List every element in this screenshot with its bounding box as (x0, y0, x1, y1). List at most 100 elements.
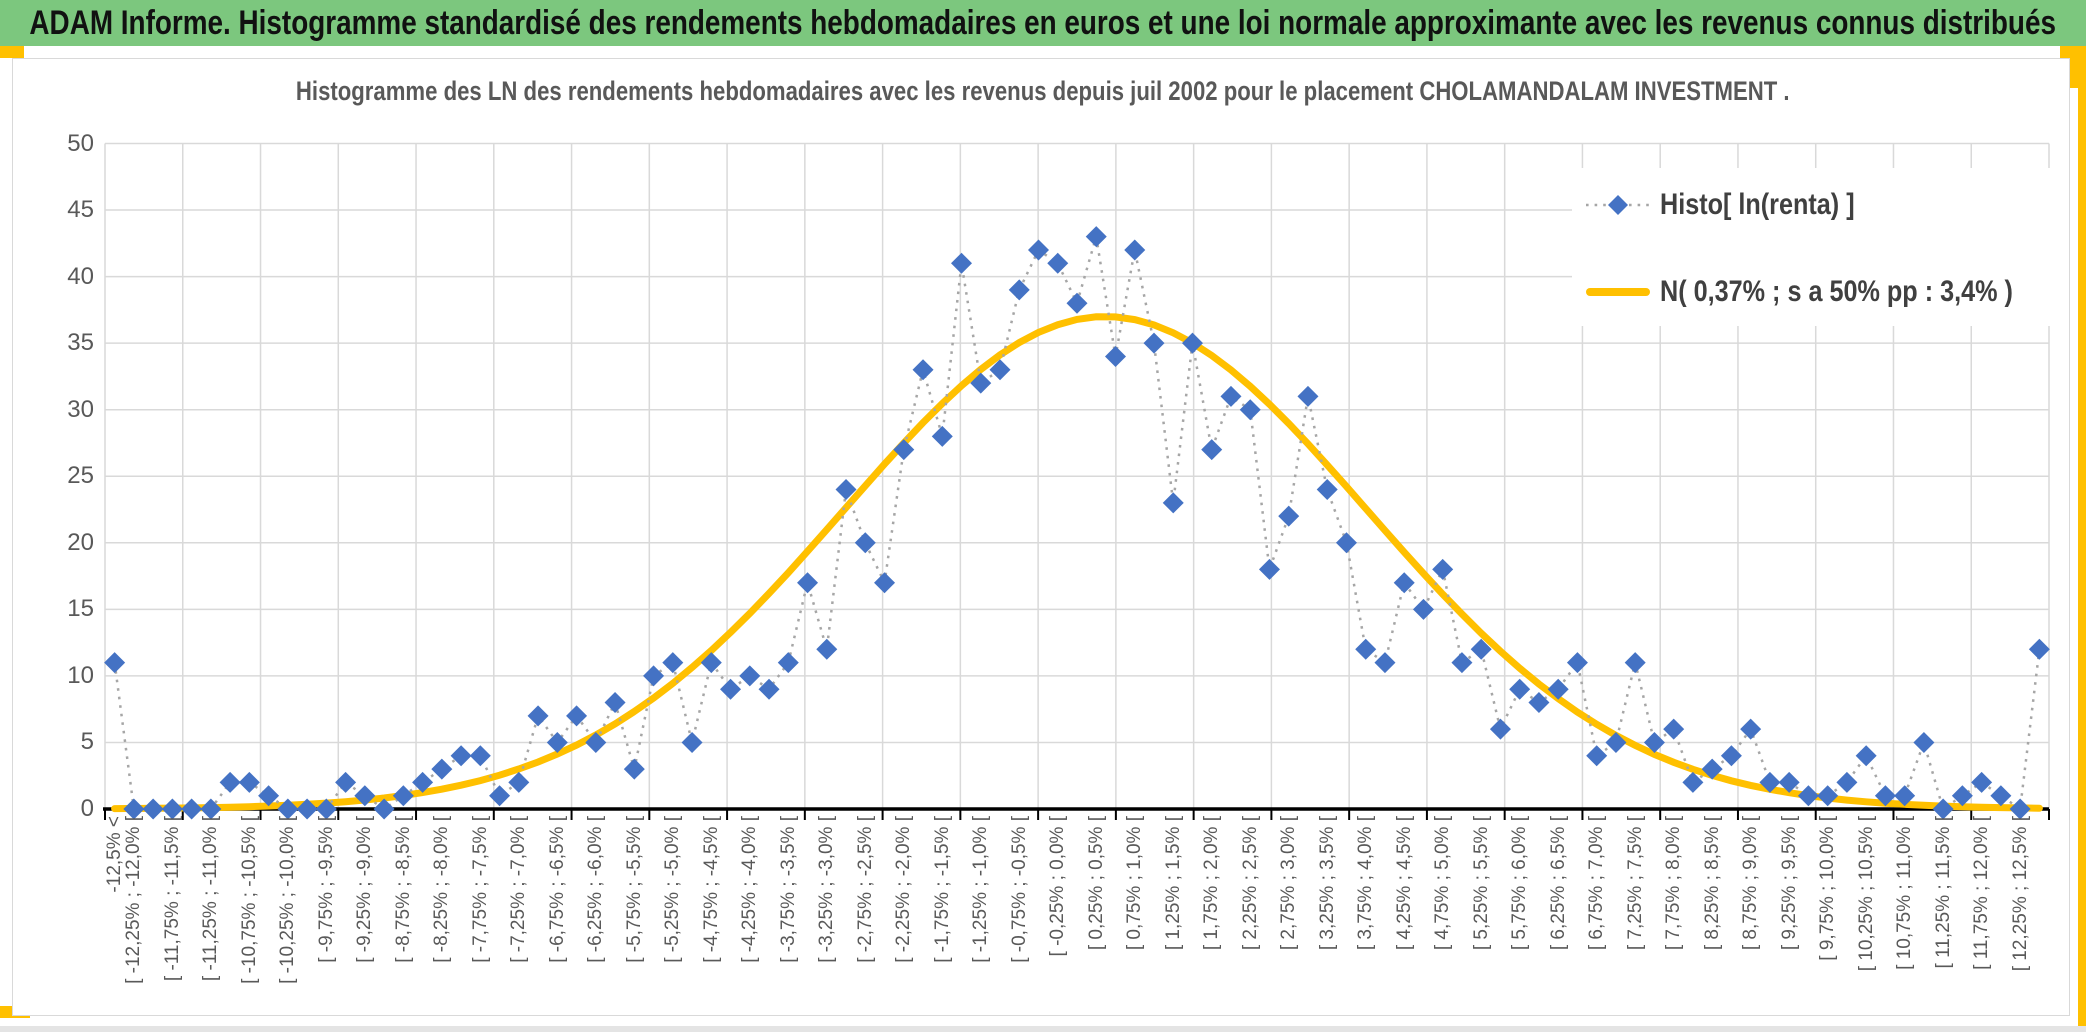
histogram-point[interactable] (335, 771, 357, 793)
histogram-point[interactable] (989, 359, 1011, 381)
histogram-point[interactable] (1489, 718, 1511, 740)
histogram-point[interactable] (739, 665, 761, 687)
histogram-point[interactable] (1971, 771, 1993, 793)
histogram-point[interactable] (662, 652, 684, 674)
histogram-point[interactable] (104, 652, 126, 674)
histogram-point[interactable] (1316, 479, 1338, 501)
histogram-point[interactable] (1894, 785, 1916, 807)
histogram-point[interactable] (412, 771, 434, 793)
histogram-point[interactable] (373, 798, 395, 820)
histogram-point[interactable] (161, 798, 183, 820)
histogram-point[interactable] (893, 439, 915, 461)
histogram-point[interactable] (527, 705, 549, 727)
histogram-point[interactable] (1393, 572, 1415, 594)
histogram-point[interactable] (1181, 332, 1203, 354)
histogram-point[interactable] (1143, 332, 1165, 354)
histogram-point[interactable] (142, 798, 164, 820)
histogram-point[interactable] (643, 665, 665, 687)
histogram-point[interactable] (604, 692, 626, 714)
histogram-point[interactable] (469, 745, 491, 767)
histogram-point[interactable] (1008, 279, 1030, 301)
histogram-point[interactable] (1759, 771, 1781, 793)
histogram-point[interactable] (546, 731, 568, 753)
histogram-point[interactable] (1913, 731, 1935, 753)
histogram-point[interactable] (1470, 638, 1492, 660)
histogram-point[interactable] (854, 532, 876, 554)
histogram-point[interactable] (219, 771, 241, 793)
histogram-point[interactable] (392, 785, 414, 807)
histogram-point[interactable] (238, 771, 260, 793)
histogram-point[interactable] (1258, 558, 1280, 580)
normal-curve[interactable] (111, 313, 2043, 813)
histogram-point[interactable] (970, 372, 992, 394)
histogram-point[interactable] (623, 758, 645, 780)
histogram-point[interactable] (123, 798, 145, 820)
histogram-point[interactable] (296, 798, 318, 820)
histogram-point[interactable] (951, 252, 973, 274)
histogram-point[interactable] (797, 572, 819, 594)
histogram-point[interactable] (1817, 785, 1839, 807)
histogram-point[interactable] (489, 785, 511, 807)
histogram-point[interactable] (1855, 745, 1877, 767)
histogram-point[interactable] (1162, 492, 1184, 514)
histogram-point[interactable] (566, 705, 588, 727)
histogram-point[interactable] (1566, 652, 1588, 674)
histogram-point[interactable] (912, 359, 934, 381)
histogram-point[interactable] (1066, 292, 1088, 314)
histogram-point[interactable] (1932, 798, 1954, 820)
histogram-point[interactable] (931, 425, 953, 447)
legend-item-normal-curve[interactable]: N( 0,37% ; s a 50% pp : 3,4% ) (1586, 270, 2080, 314)
histogram-point[interactable] (1509, 678, 1531, 700)
histogram-point[interactable] (1412, 598, 1434, 620)
histogram-point[interactable] (1528, 692, 1550, 714)
histogram-point[interactable] (1586, 745, 1608, 767)
histogram-point[interactable] (1797, 785, 1819, 807)
histogram-point[interactable] (315, 798, 337, 820)
histogram-point[interactable] (1720, 745, 1742, 767)
histogram-point[interactable] (1624, 652, 1646, 674)
histogram-point[interactable] (1778, 771, 1800, 793)
histogram-point[interactable] (1220, 385, 1242, 407)
histogram-point[interactable] (1047, 252, 1069, 274)
histogram-point[interactable] (200, 798, 222, 820)
histogram-point[interactable] (431, 758, 453, 780)
histogram-point[interactable] (1682, 771, 1704, 793)
histogram-point[interactable] (835, 479, 857, 501)
histogram-point[interactable] (1432, 558, 1454, 580)
histogram-point[interactable] (1874, 785, 1896, 807)
histogram-point[interactable] (1085, 226, 1107, 248)
histogram-point[interactable] (1836, 771, 1858, 793)
histogram-point[interactable] (258, 785, 280, 807)
histogram-point[interactable] (1374, 652, 1396, 674)
histogram-point[interactable] (1547, 678, 1569, 700)
histogram-point[interactable] (681, 731, 703, 753)
histogram-point[interactable] (720, 678, 742, 700)
histogram-point[interactable] (1104, 345, 1126, 367)
histogram-point[interactable] (1740, 718, 1762, 740)
histogram-point[interactable] (1605, 731, 1627, 753)
histogram-point[interactable] (181, 798, 203, 820)
histogram-point[interactable] (277, 798, 299, 820)
histogram-point[interactable] (700, 652, 722, 674)
histogram-point[interactable] (1124, 239, 1146, 261)
histogram-point[interactable] (450, 745, 472, 767)
histogram-point[interactable] (758, 678, 780, 700)
histogram-point[interactable] (2028, 638, 2050, 660)
histogram-point[interactable] (1701, 758, 1723, 780)
legend-item-histogram[interactable]: Histo[ ln(renta) ] (1586, 183, 1892, 227)
histogram-point[interactable] (585, 731, 607, 753)
histogram-point[interactable] (1643, 731, 1665, 753)
histogram-point[interactable] (816, 638, 838, 660)
histogram-point[interactable] (1990, 785, 2012, 807)
histogram-point[interactable] (1239, 399, 1261, 421)
histogram-point[interactable] (1028, 239, 1050, 261)
histogram-point[interactable] (777, 652, 799, 674)
histogram-point[interactable] (1355, 638, 1377, 660)
histogram-point[interactable] (508, 771, 530, 793)
histogram-point[interactable] (1663, 718, 1685, 740)
histogram-point[interactable] (1335, 532, 1357, 554)
histogram-point[interactable] (354, 785, 376, 807)
histogram-point[interactable] (1951, 785, 1973, 807)
histogram-point[interactable] (874, 572, 896, 594)
